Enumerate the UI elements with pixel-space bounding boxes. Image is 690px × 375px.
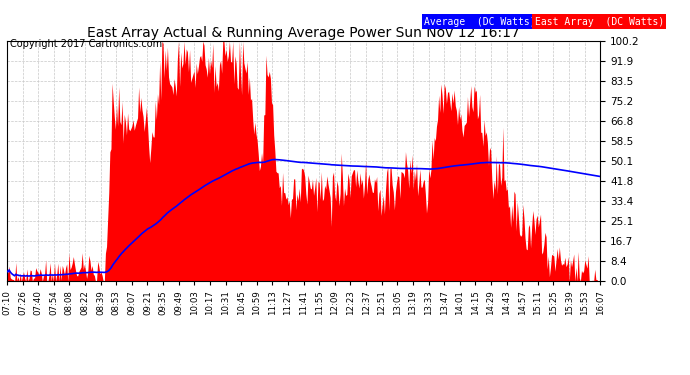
Text: Average  (DC Watts): Average (DC Watts) xyxy=(424,17,536,27)
Text: East Array  (DC Watts): East Array (DC Watts) xyxy=(535,17,664,27)
Title: East Array Actual & Running Average Power Sun Nov 12 16:17: East Array Actual & Running Average Powe… xyxy=(87,26,520,40)
Text: Copyright 2017 Cartronics.com: Copyright 2017 Cartronics.com xyxy=(10,39,162,50)
